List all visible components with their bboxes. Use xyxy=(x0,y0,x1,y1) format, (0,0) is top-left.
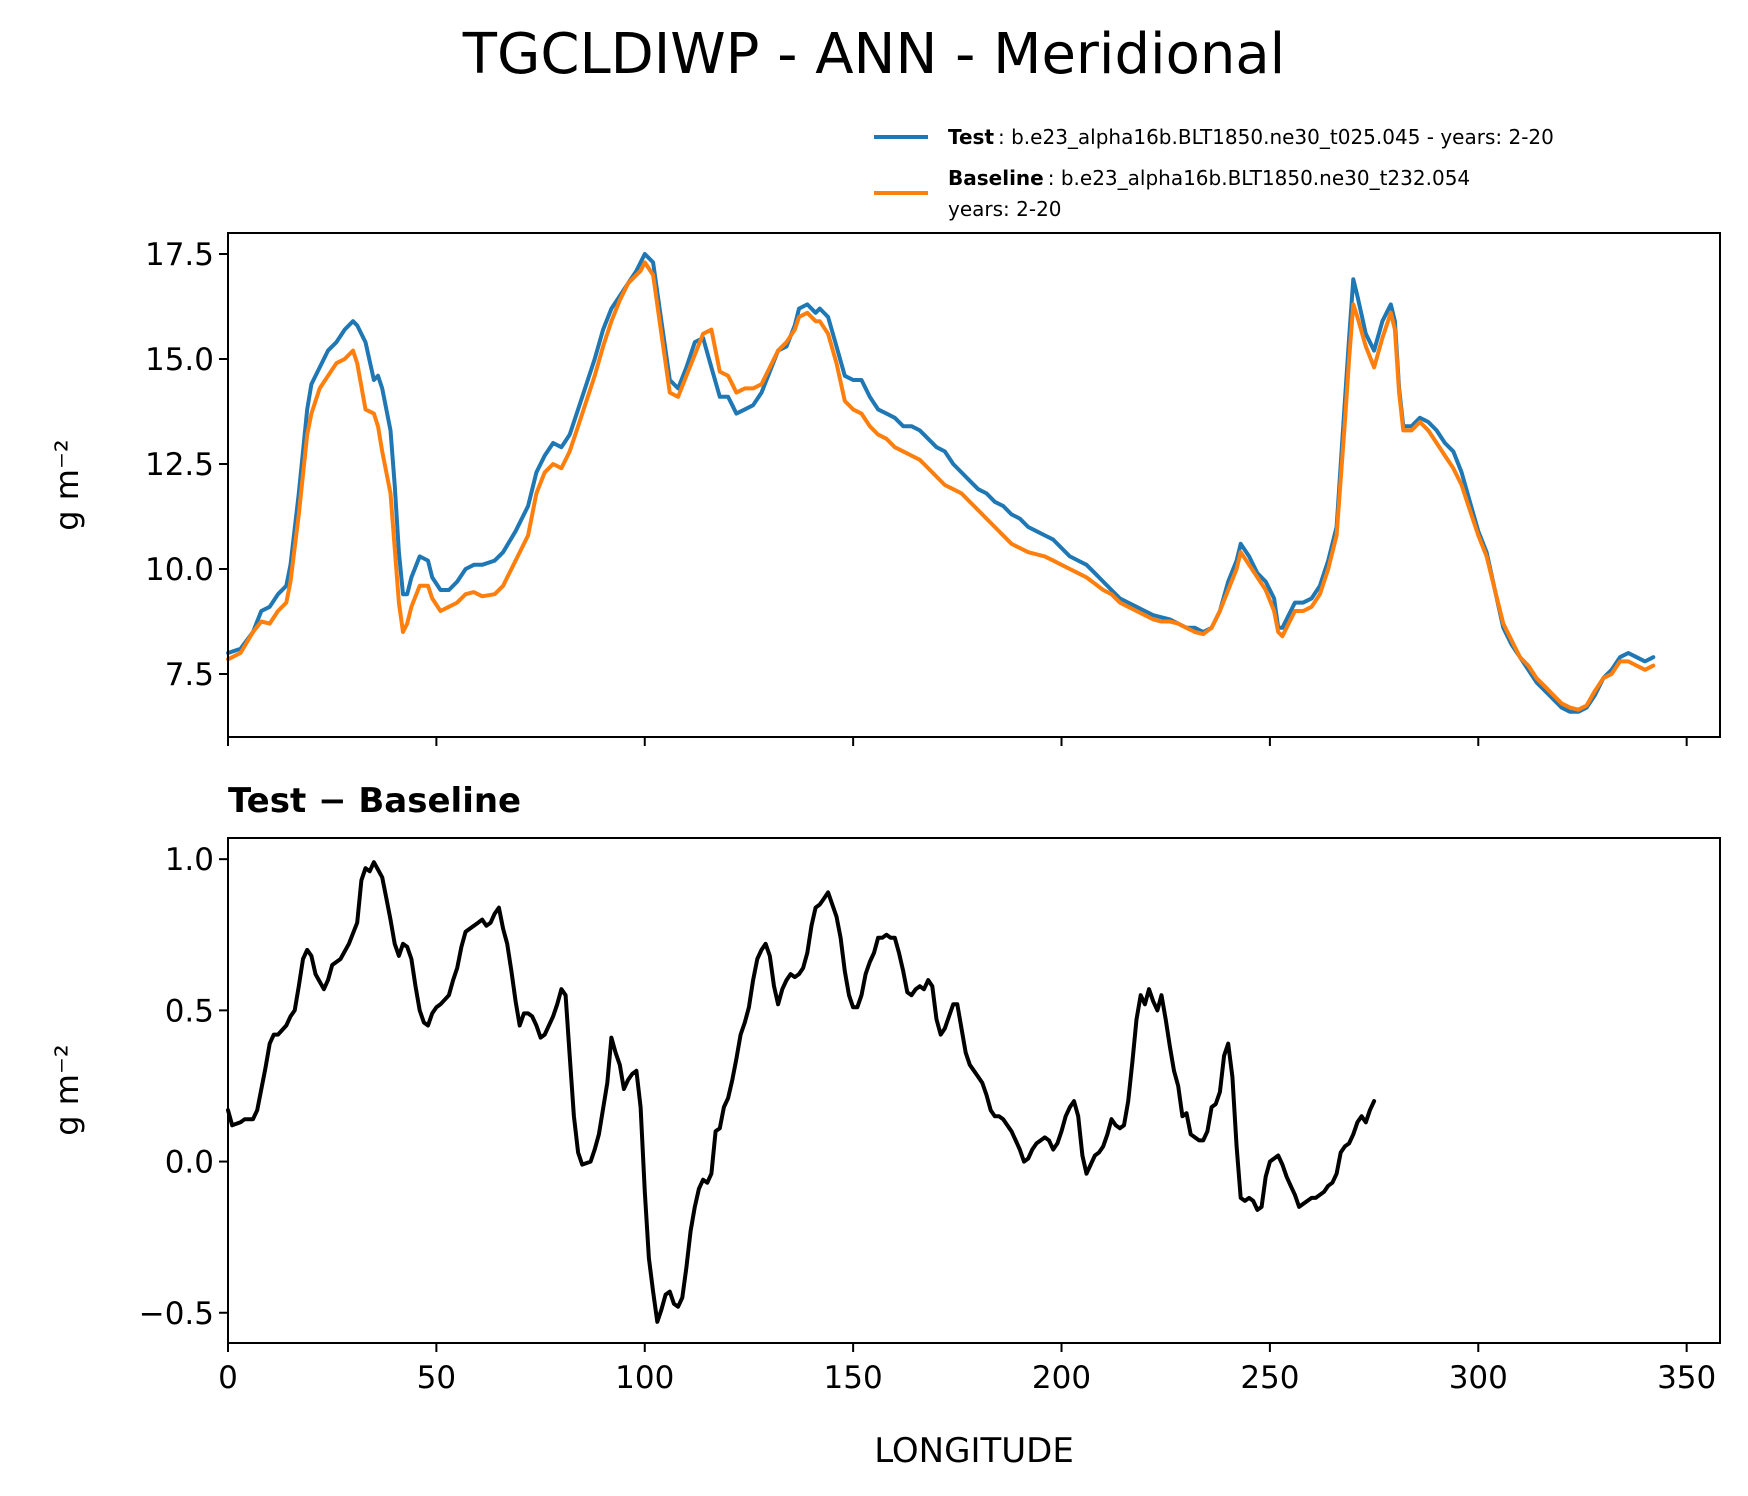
top-plot-frame xyxy=(227,232,1721,738)
bottom-xtick-label: 150 xyxy=(824,1360,883,1396)
bottom-xtick-label: 300 xyxy=(1449,1360,1508,1396)
bottom-xtick-label: 50 xyxy=(417,1360,456,1396)
legend-text-test: : b.e23_alpha16b.BLT1850.ne30_t025.045 -… xyxy=(998,125,1554,149)
bottom-xtick-label: 100 xyxy=(615,1360,674,1396)
top-panel: 7.5 10.0 12.5 15.0 17.5 g m⁻² xyxy=(48,232,1721,746)
bottom-ytick-label: 1.0 xyxy=(165,842,214,878)
top-ytick-label: 17.5 xyxy=(145,237,214,273)
svg-text:Baseline: b.e23_alpha16b.BLT18: Baseline: b.e23_alpha16b.BLT1850.ne30_t2… xyxy=(948,166,1470,190)
bottom-ytick-label: −0.5 xyxy=(139,1296,214,1332)
top-series-baseline xyxy=(226,260,1656,712)
bottom-ylabel: g m⁻² xyxy=(48,1044,86,1135)
legend-text-baseline-2: years: 2-20 xyxy=(948,197,1062,221)
top-ytick-label: 10.0 xyxy=(145,552,214,588)
bottom-xtick-label: 350 xyxy=(1657,1360,1716,1396)
bottom-xtick-label: 0 xyxy=(218,1360,238,1396)
bottom-panel: Test − Baseline −0.5 0.0 0.5 1.0 0 50 100 150 20… xyxy=(48,781,1721,1471)
bottom-ytick-label: 0.0 xyxy=(165,1145,214,1181)
bottom-xtick-label: 250 xyxy=(1240,1360,1299,1396)
legend: Test: b.e23_alpha16b.BLT1850.ne30_t025.0… xyxy=(874,125,1554,221)
legend-key-baseline: Baseline xyxy=(948,166,1044,190)
bottom-panel-title: Test − Baseline xyxy=(228,781,521,821)
bottom-plot-frame xyxy=(227,837,1721,1344)
x-axis-label: LONGITUDE xyxy=(874,1431,1074,1471)
top-ytick-label: 15.0 xyxy=(145,342,214,378)
bottom-series-test-baseline xyxy=(226,860,1377,1324)
chart-title: TGCLDIWP - ANN - Meridional xyxy=(462,22,1285,87)
legend-key-test: Test xyxy=(948,125,994,149)
legend-text-baseline: : b.e23_alpha16b.BLT1850.ne30_t232.054 xyxy=(1048,166,1470,190)
top-ylabel: g m⁻² xyxy=(48,439,86,530)
bottom-xtick-label: 200 xyxy=(1032,1360,1091,1396)
svg-text:Test: b.e23_alpha16b.BLT1850.n: Test: b.e23_alpha16b.BLT1850.ne30_t025.0… xyxy=(948,125,1554,149)
top-ytick-label: 7.5 xyxy=(165,657,214,693)
top-ytick-label: 12.5 xyxy=(145,447,214,483)
bottom-ytick-label: 0.5 xyxy=(165,993,214,1029)
